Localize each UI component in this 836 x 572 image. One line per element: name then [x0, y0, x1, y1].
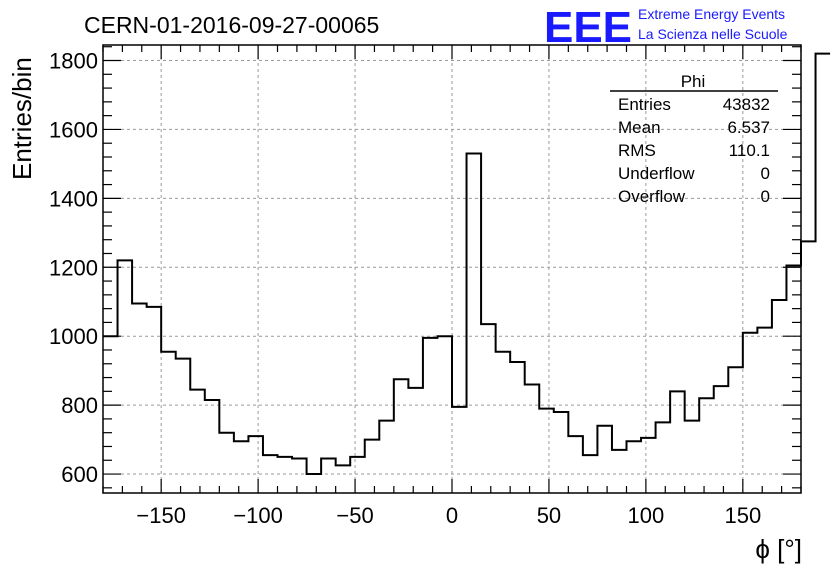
y-tick-label: 1600 — [49, 117, 98, 142]
y-tick-label: 800 — [61, 393, 98, 418]
stats-row-label: Entries — [618, 95, 671, 114]
stats-row-label: Overflow — [618, 187, 686, 206]
chart-title: CERN-01-2016-09-27-00065 — [84, 12, 379, 38]
stats-rows: Entries 43832 Mean 6.537 RMS 110.1 Underflow 0 O… — [618, 95, 770, 206]
y-tick-label: 600 — [61, 462, 98, 487]
grid-lines — [103, 45, 801, 493]
stats-row-label: Underflow — [618, 164, 695, 183]
x-tick-label: −150 — [136, 503, 186, 528]
y-tick-label: 1800 — [49, 49, 98, 74]
x-tick-label: −100 — [233, 503, 283, 528]
stats-row-value: 0 — [761, 164, 770, 183]
y-tick-label: 1000 — [49, 324, 98, 349]
x-axis-label: ϕ [°] — [755, 534, 802, 564]
histogram-line — [103, 52, 831, 476]
y-ticks: 600 800 1000 1200 1400 1600 1800 — [49, 46, 801, 489]
x-tick-label: 50 — [537, 503, 561, 528]
stats-title: Phi — [681, 72, 706, 91]
stats-row-value: 110.1 — [729, 141, 770, 160]
x-tick-label: −50 — [336, 503, 373, 528]
x-ticks: −150 −100 −50 0 50 100 150 — [102, 45, 802, 528]
stats-row-label: RMS — [618, 141, 656, 160]
plot-frame — [102, 44, 802, 494]
x-tick-label: 150 — [724, 503, 761, 528]
y-tick-label: 1400 — [49, 186, 98, 211]
logo-line-2: La Scienza nelle Scuole — [638, 26, 788, 42]
y-tick-label: 1200 — [49, 255, 98, 280]
eee-logo: EEE Extreme Energy Events La Scienza nel… — [544, 3, 788, 52]
logo-mark: EEE — [544, 3, 632, 52]
x-tick-label: 100 — [628, 503, 665, 528]
stats-row-value: 43832 — [723, 95, 770, 114]
stats-row-value: 0 — [761, 187, 770, 206]
stats-row-value: 6.537 — [727, 118, 770, 137]
y-axis-label: Entries/bin — [7, 57, 37, 180]
x-tick-label: 0 — [446, 503, 458, 528]
stats-row-label: Mean — [618, 118, 661, 137]
logo-line-1: Extreme Energy Events — [638, 6, 785, 22]
stats-box: Phi Entries 43832 Mean 6.537 RMS 110.1 Underfl… — [610, 72, 778, 206]
